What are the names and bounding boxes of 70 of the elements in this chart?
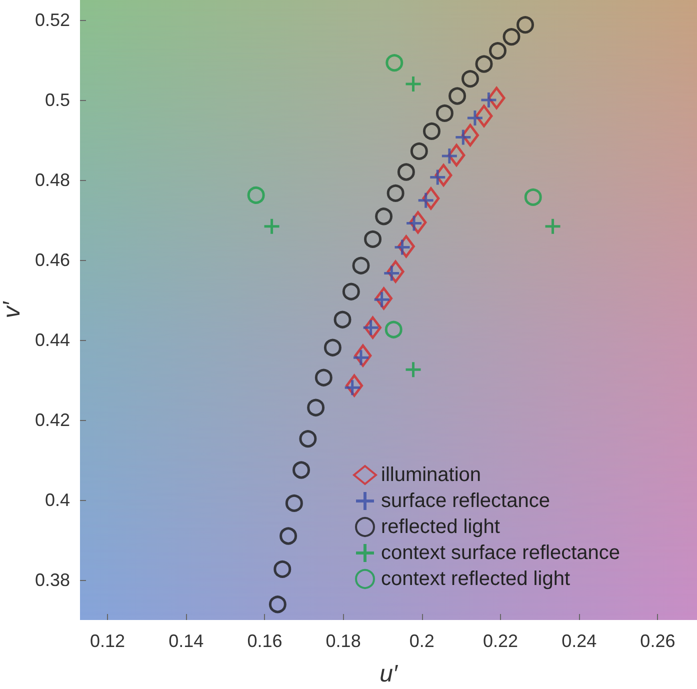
- y-tick-label: 0.44: [34, 330, 70, 350]
- point: [280, 527, 298, 545]
- point: [247, 186, 265, 204]
- point: [264, 218, 280, 234]
- point: [292, 461, 310, 479]
- y-tick-label: 0.5: [44, 90, 70, 110]
- x-tick-label: 0.14: [168, 631, 204, 651]
- point: [274, 560, 292, 578]
- point: [285, 494, 303, 512]
- point: [461, 124, 479, 146]
- point: [409, 211, 427, 234]
- point: [299, 430, 317, 448]
- point: [516, 16, 534, 34]
- point: [462, 70, 479, 88]
- x-tick-label: 0.24: [562, 631, 597, 651]
- point: [324, 338, 342, 356]
- point: [268, 596, 286, 614]
- point: [352, 256, 370, 274]
- y-tick-label: 0.42: [34, 410, 70, 430]
- point: [467, 110, 482, 126]
- point: [386, 260, 404, 283]
- legend-label: context reflected light: [381, 568, 570, 590]
- point: [422, 187, 440, 210]
- point: [434, 164, 452, 186]
- legend-label: reflected light: [381, 516, 500, 538]
- point: [375, 287, 393, 310]
- y-tick-label: 0.52: [34, 10, 70, 30]
- point: [307, 398, 325, 416]
- point: [384, 320, 402, 338]
- point: [502, 28, 520, 46]
- legend-label: illumination: [381, 464, 482, 486]
- point: [475, 55, 493, 73]
- legend-label: context surface reflectance: [381, 542, 620, 564]
- point: [406, 362, 421, 378]
- point: [475, 104, 493, 128]
- point: [488, 86, 506, 110]
- legend-label: surface reflectance: [381, 490, 550, 512]
- x-axis-title: u′: [380, 660, 399, 688]
- y-tick-label: 0.48: [34, 170, 70, 190]
- point: [364, 230, 382, 248]
- x-tick-label: 0.18: [326, 631, 361, 651]
- y-tick-label: 0.4: [44, 490, 70, 510]
- point: [448, 144, 466, 166]
- point: [410, 142, 428, 160]
- point: [448, 87, 466, 105]
- y-tick-label: 0.38: [34, 570, 70, 590]
- x-tick-label: 0.12: [90, 631, 126, 651]
- point: [397, 235, 415, 258]
- point: [422, 122, 440, 140]
- y-axis-title: v′: [0, 300, 26, 318]
- point: [386, 184, 404, 202]
- point: [346, 374, 364, 397]
- x-tick-label: 0.26: [640, 631, 676, 651]
- point: [524, 188, 542, 206]
- x-tick-label: 0.16: [247, 631, 282, 651]
- point: [342, 282, 360, 300]
- x-tick-label: 0.22: [482, 631, 518, 651]
- point: [364, 316, 382, 339]
- point: [375, 208, 393, 226]
- point: [436, 104, 454, 122]
- point: [314, 368, 332, 386]
- point: [334, 310, 352, 328]
- y-tick-label: 0.46: [34, 250, 70, 270]
- x-tick-label: 0.2: [409, 631, 434, 651]
- point: [545, 218, 560, 234]
- point: [386, 54, 404, 72]
- point: [406, 76, 421, 92]
- point: [397, 163, 415, 181]
- point: [489, 42, 506, 60]
- point: [354, 344, 372, 367]
